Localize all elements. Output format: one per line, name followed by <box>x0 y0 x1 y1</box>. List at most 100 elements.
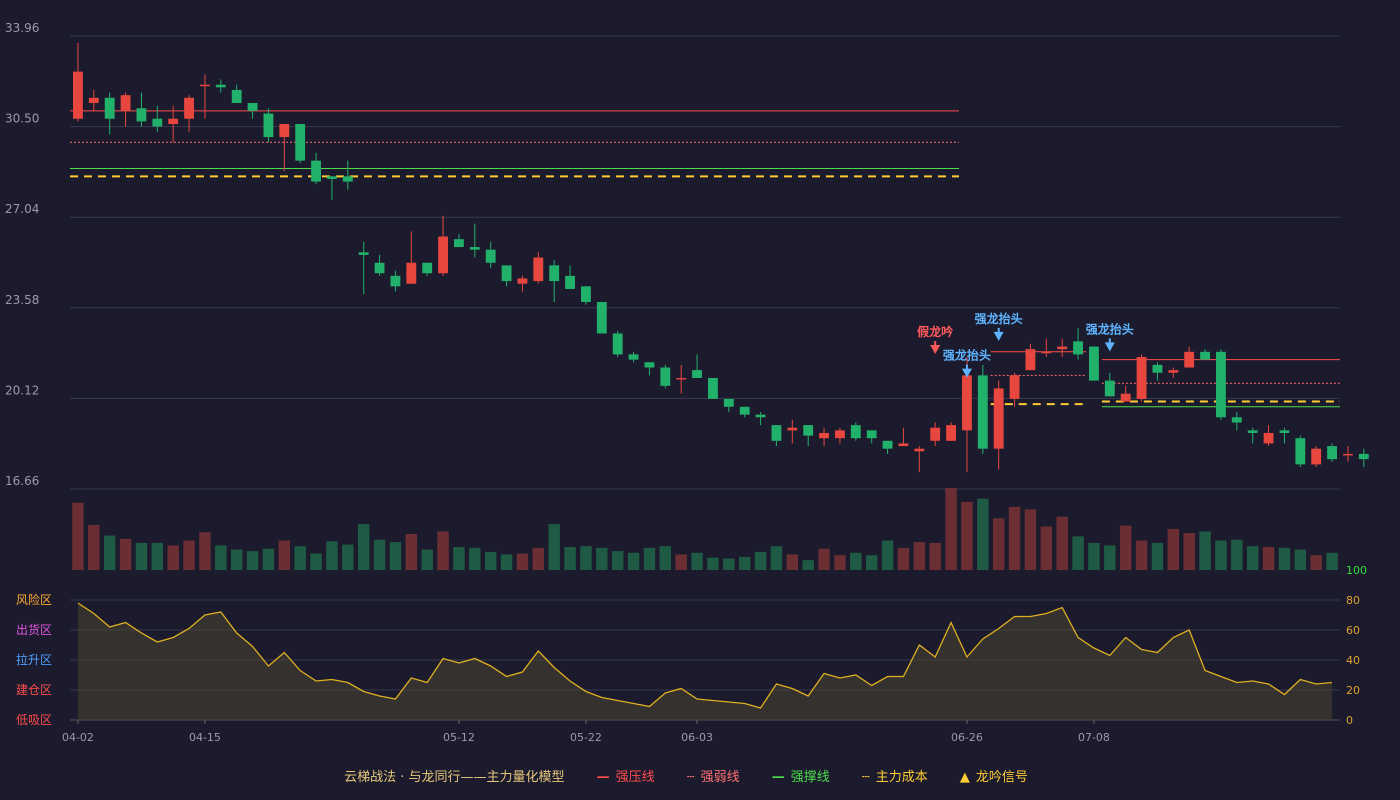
candle <box>231 84 242 104</box>
volume-bar <box>865 555 878 570</box>
candle <box>1009 372 1020 407</box>
y-tick-label: 30.50 <box>5 112 39 126</box>
volume-bar <box>421 549 433 570</box>
candle <box>565 265 575 289</box>
candle-body <box>1358 453 1369 460</box>
volume-bar <box>707 557 719 570</box>
volume-bar <box>977 498 989 570</box>
volume-bar <box>738 556 751 570</box>
candle-body <box>565 275 575 289</box>
candle-body <box>168 118 179 124</box>
candle-body <box>1311 448 1322 465</box>
candle-body <box>660 367 671 386</box>
volume-bar <box>167 545 179 570</box>
candle-body <box>1089 346 1099 381</box>
candle <box>454 233 464 248</box>
legend-item-main-cost[interactable]: ┄ 主力成本 <box>862 766 928 785</box>
zone-label: 出货区 <box>16 622 52 637</box>
candle <box>533 252 544 284</box>
volume-bar <box>643 547 656 570</box>
candle-body <box>454 239 464 248</box>
candle <box>469 223 480 258</box>
candle <box>850 422 861 441</box>
volume-bar <box>405 533 418 570</box>
candle-body <box>438 236 448 274</box>
candle <box>295 123 306 164</box>
candle-body <box>1104 380 1115 397</box>
signal-label: 假龙吟 <box>917 324 953 339</box>
candle <box>819 427 829 447</box>
indicator-tick-label: 100 <box>1346 564 1367 577</box>
candle-body <box>1009 375 1020 399</box>
volume-bar <box>246 551 259 570</box>
candle-body <box>152 118 163 127</box>
legend-item-strength[interactable]: ┄ 强弱线 <box>687 766 740 785</box>
candle <box>771 425 782 447</box>
legend-item-dragon-signal[interactable]: ▲ 龙吟信号 <box>960 766 1028 785</box>
candle <box>1343 446 1353 462</box>
signal-label: 强龙抬头 <box>1086 321 1134 336</box>
x-tick-label: 07-08 <box>1078 731 1110 744</box>
volume-bar <box>453 547 465 570</box>
candle-body <box>533 257 544 282</box>
legend-label: 强弱线 <box>700 770 740 785</box>
candle-body <box>263 113 274 138</box>
signal-label: 强龙抬头 <box>943 348 991 363</box>
candle <box>1279 427 1290 444</box>
candle <box>200 74 210 119</box>
candle-body <box>1231 417 1242 423</box>
y-tick-label: 33.96 <box>5 21 39 35</box>
legend-item-strong-pressure[interactable]: — 强压线 <box>597 766 655 785</box>
volume-bar <box>1151 542 1164 570</box>
legend-swatch-dashed: ┄ <box>861 770 870 785</box>
volume-bar <box>627 552 640 570</box>
candle <box>517 275 528 292</box>
volume-bar <box>929 542 941 570</box>
legend-item-strong-support[interactable]: — 强撑线 <box>772 766 830 785</box>
zone-label: 低吸区 <box>16 713 52 727</box>
candle <box>263 108 274 143</box>
volume-bar <box>151 542 164 570</box>
candle <box>1263 425 1274 447</box>
candle-body <box>1327 446 1337 460</box>
candle <box>882 440 893 454</box>
volume-bar <box>1056 516 1068 570</box>
candle-body <box>1263 432 1274 444</box>
triangle-icon: ▲ <box>959 770 970 785</box>
candle-body <box>549 265 560 282</box>
volume-bar <box>834 555 846 570</box>
candle-body <box>962 375 972 431</box>
volume-bar <box>373 539 386 570</box>
legend-swatch-line: — <box>596 770 610 785</box>
candle-body <box>708 377 718 399</box>
candle-body <box>390 275 401 287</box>
volume-bar <box>516 553 529 570</box>
candle <box>73 42 83 122</box>
legend-label: 主力成本 <box>875 770 928 785</box>
candle <box>152 105 163 132</box>
x-tick-label: 06-03 <box>681 731 713 744</box>
indicator-tick-label: 0 <box>1346 714 1353 727</box>
candle <box>787 419 798 444</box>
legend-label: 强压线 <box>615 770 655 785</box>
candle <box>596 302 607 334</box>
volume-bar <box>1135 540 1148 570</box>
candle <box>438 215 448 276</box>
candle-body <box>1184 351 1195 368</box>
candle-body <box>247 103 258 111</box>
volume-bar <box>913 542 926 570</box>
candle-body <box>215 84 226 88</box>
zone-label: 建仓区 <box>16 683 52 697</box>
x-tick-label: 05-22 <box>570 731 602 744</box>
candle-body <box>898 443 909 447</box>
candle-body <box>1168 370 1179 373</box>
candle <box>644 362 655 376</box>
candle <box>1089 346 1099 381</box>
candle <box>1073 328 1083 360</box>
candle <box>184 95 194 132</box>
candle <box>1247 427 1258 444</box>
candle-body <box>1057 346 1068 350</box>
candle-body <box>200 84 210 87</box>
volume-bar <box>1262 547 1275 570</box>
